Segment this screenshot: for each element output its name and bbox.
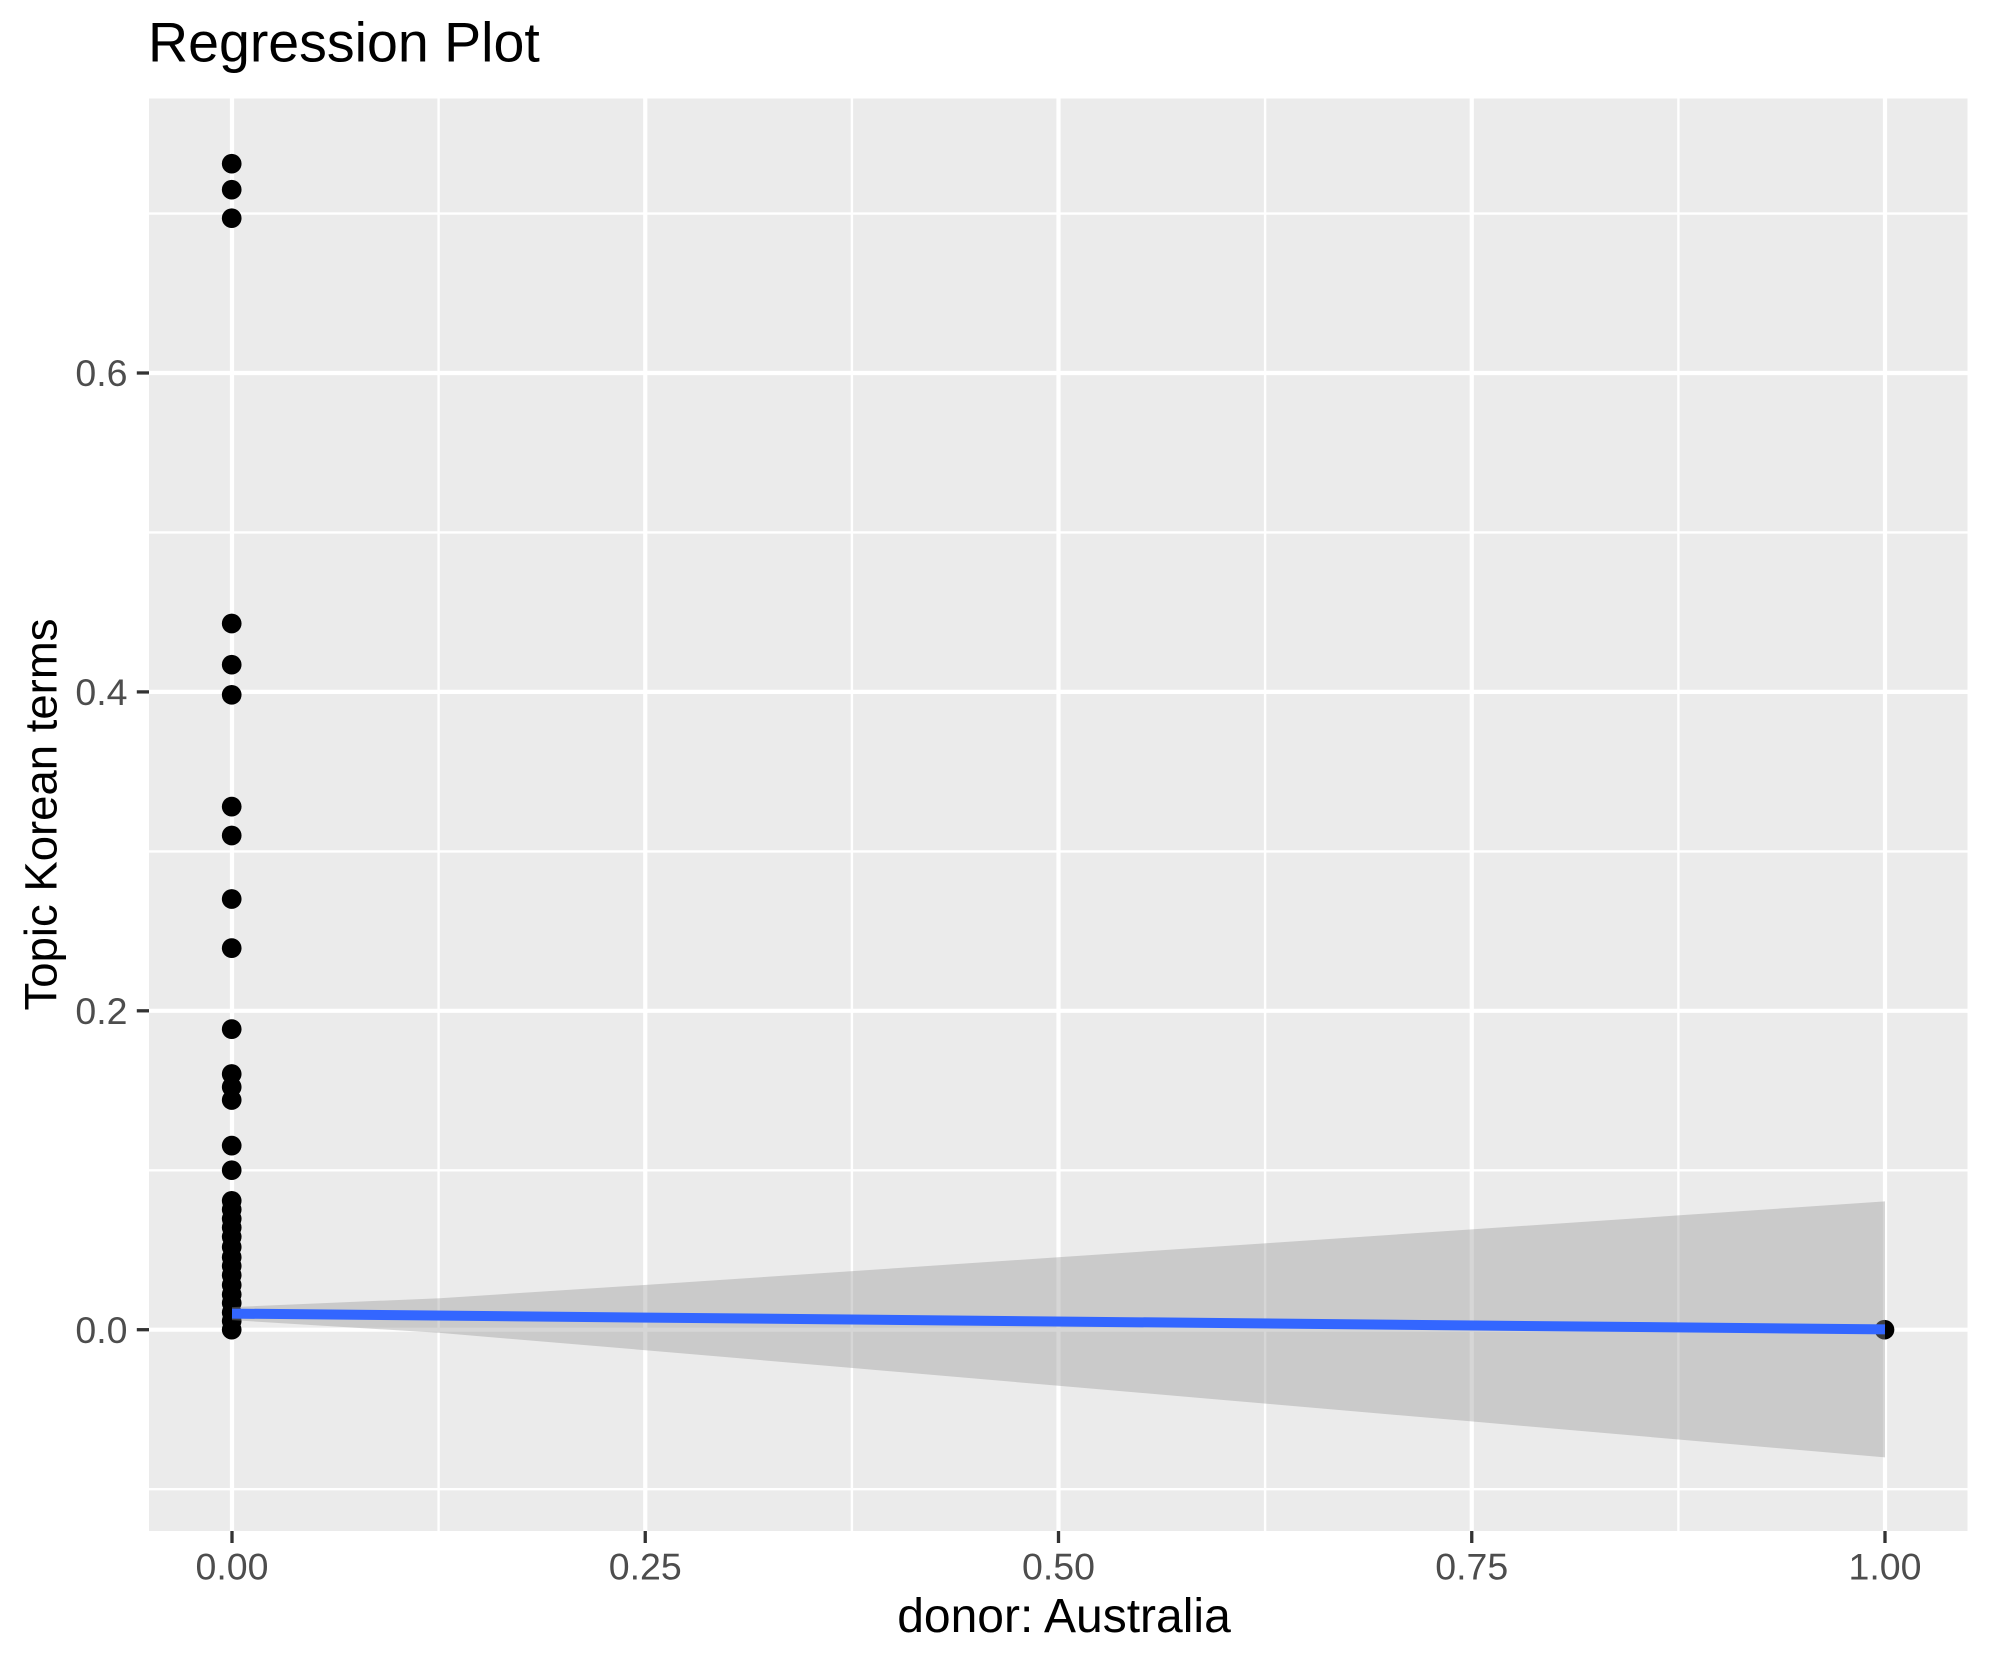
svg-text:1.00: 1.00 — [1849, 1545, 1922, 1587]
svg-text:Topic Korean terms: Topic Korean terms — [16, 619, 67, 1011]
svg-text:0.00: 0.00 — [196, 1545, 269, 1587]
svg-text:donor: Australia: donor: Australia — [897, 1590, 1231, 1643]
svg-text:0.25: 0.25 — [609, 1545, 682, 1587]
svg-text:0.4: 0.4 — [75, 671, 127, 713]
svg-text:Regression Plot: Regression Plot — [148, 12, 540, 74]
svg-text:0.2: 0.2 — [75, 990, 127, 1032]
svg-text:0.50: 0.50 — [1022, 1545, 1095, 1587]
svg-text:0.6: 0.6 — [75, 352, 127, 394]
svg-text:0.75: 0.75 — [1435, 1545, 1508, 1587]
svg-text:0.0: 0.0 — [75, 1309, 127, 1351]
